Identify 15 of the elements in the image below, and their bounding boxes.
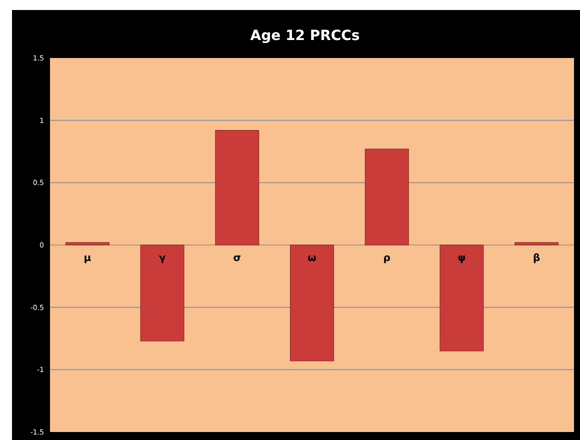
bar — [290, 244, 334, 362]
x-tick-label: ρ — [383, 253, 390, 264]
x-tick-label: μ — [84, 253, 92, 264]
bar — [364, 148, 409, 246]
bar — [514, 242, 559, 246]
x-tick-label: γ — [158, 253, 166, 264]
x-tick-label: ψ — [458, 253, 466, 264]
chart-title: Age 12 PRCCs — [250, 28, 360, 44]
x-tick-label: ω — [308, 253, 317, 264]
x-tick-label: β — [532, 253, 540, 264]
bar — [140, 244, 184, 342]
bar — [440, 244, 484, 352]
x-tick-label: σ — [233, 253, 242, 264]
bar — [65, 242, 110, 246]
bar — [215, 130, 260, 246]
